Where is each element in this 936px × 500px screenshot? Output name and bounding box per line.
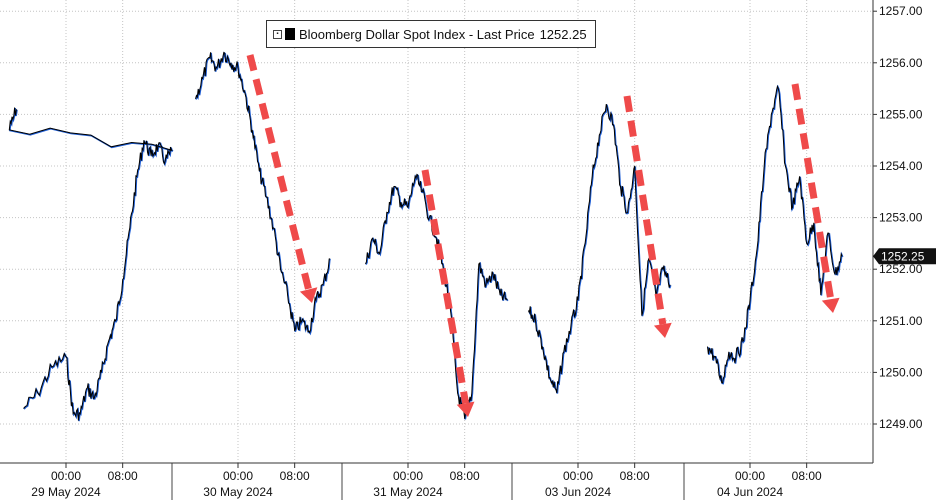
x-tick-label: 00:00 [393,469,423,483]
y-tick-label: 1257.00 [879,4,923,18]
down-arrow-head [653,322,672,338]
x-tick-label: 00:00 [51,469,81,483]
legend-last-value: 1252.25 [539,26,587,42]
day-separators [171,463,685,500]
down-arrow-shaft [791,83,835,300]
x-tick-label: 00:00 [223,469,253,483]
y-tick-label: 1255.00 [879,107,923,121]
series-line-31-may-2024 [365,173,508,419]
series-line-03-jun-2024 [527,103,671,394]
series-lines [8,51,844,422]
x-tick-label: 08:00 [280,469,310,483]
annotation-arrows [246,54,840,417]
series-line-29-may-2024 [8,107,173,421]
y-tick-label: 1253.00 [879,211,923,225]
x-date-label: 29 May 2024 [31,485,101,499]
y-tick-label: 1250.00 [879,365,923,379]
last-price-label: 1252.25 [881,249,925,263]
series-overlay-31-may-2024 [365,173,509,420]
legend: ▪ Bloomberg Dollar Spot Index - Last Pri… [266,20,596,48]
x-tick-label: 00:00 [735,469,765,483]
x-tick-label: 08:00 [620,469,650,483]
legend-series-name: Bloomberg Dollar Spot Index - Last Price [299,26,535,42]
down-arrow-head [299,287,318,303]
x-tick-label: 00:00 [563,469,593,483]
y-tick-label: 1252.00 [879,262,923,276]
down-arrow-shaft [623,95,667,325]
legend-checkbox-icon[interactable]: ▪ [273,29,282,39]
y-tick-label: 1256.00 [879,56,923,70]
x-date-label: 30 May 2024 [203,485,273,499]
down-arrow-shaft [421,169,470,404]
series-line-04-jun-2024 [707,84,843,384]
series-line-30-may-2024 [195,51,331,334]
x-tick-label: 08:00 [792,469,822,483]
x-tick-label: 08:00 [450,469,480,483]
x-date-label: 04 Jun 2024 [717,485,783,499]
x-date-label: 03 Jun 2024 [545,485,611,499]
down-arrow-shaft [246,54,312,291]
down-arrow-head [821,297,840,313]
x-tick-label: 08:00 [108,469,138,483]
y-tick-label: 1251.00 [879,314,923,328]
legend-swatch [285,28,295,40]
last-price-marker [873,248,936,265]
y-tick-label: 1249.00 [879,417,923,431]
x-date-label: 31 May 2024 [373,485,443,499]
y-tick-label: 1254.00 [879,159,923,173]
down-arrow-head [456,401,475,417]
